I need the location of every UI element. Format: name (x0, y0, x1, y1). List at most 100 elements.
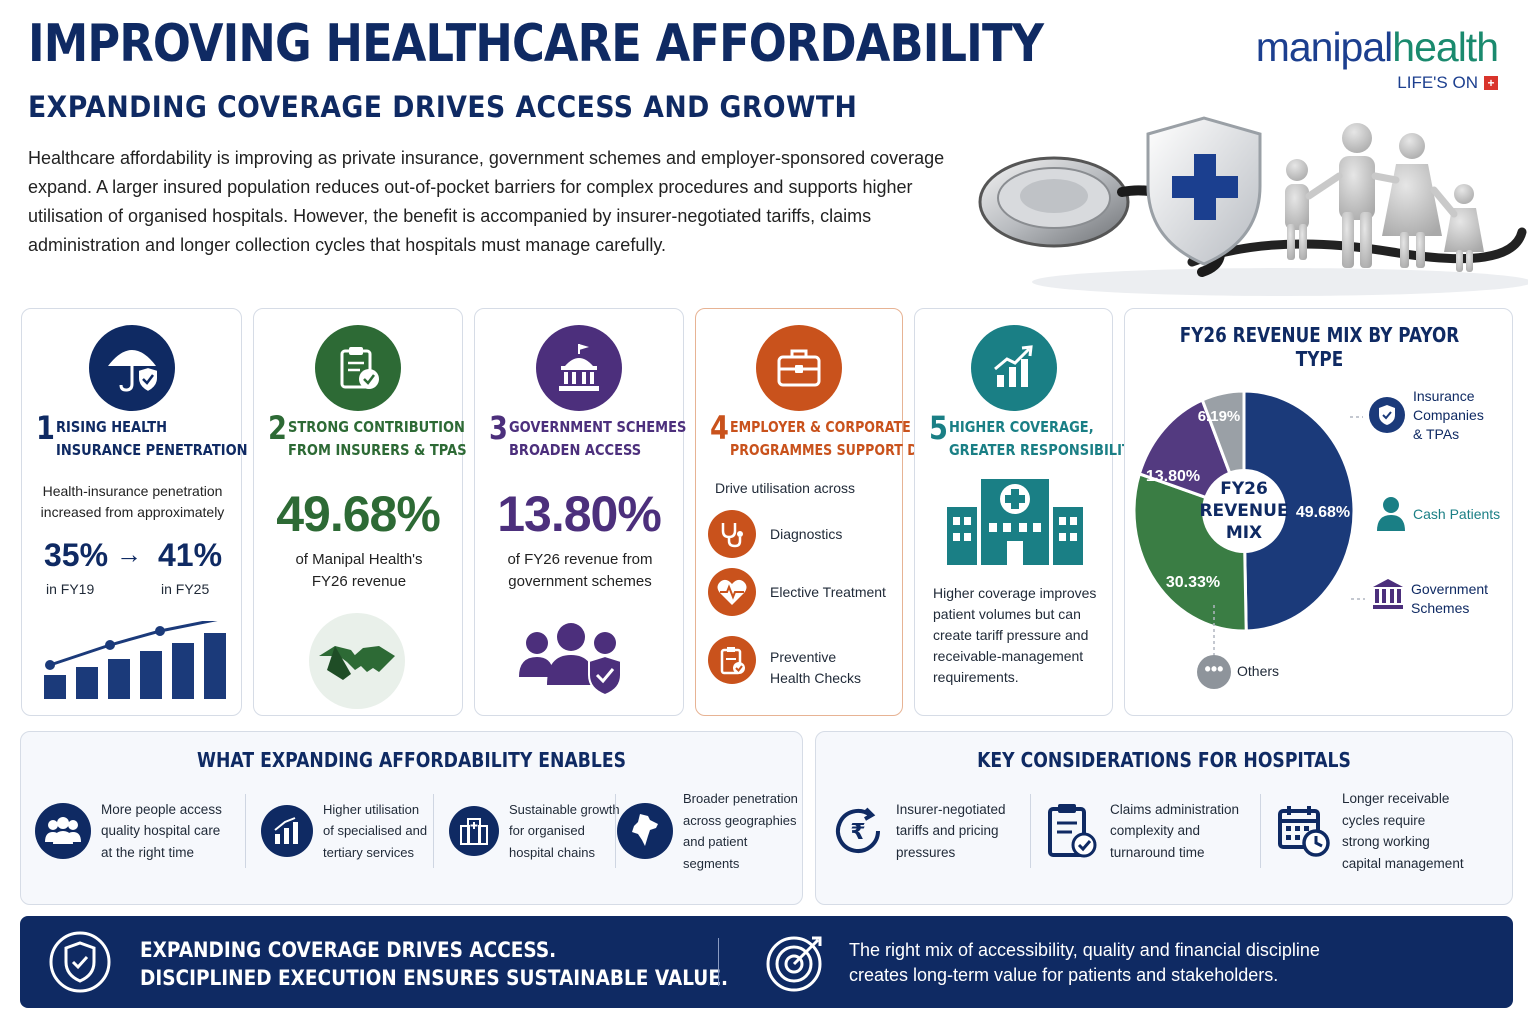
svg-text:₹: ₹ (850, 820, 865, 845)
enables-item-1-line2: quality hospital care (101, 823, 221, 839)
enables-item-1: More people access quality hospital care a… (35, 790, 222, 872)
card-3-big-value: 13.80% (497, 486, 662, 542)
card-3-number: 3 (489, 409, 508, 447)
people-group-icon (35, 803, 91, 859)
checklist-icon (708, 636, 756, 684)
pie-label-cash: 30.33% (1166, 574, 1220, 591)
card-2-text-line2: FY26 revenue (311, 573, 407, 590)
card-2-heading: STRONG CONTRIBUTION FROM INSURERS & TPAS (288, 416, 467, 462)
considerations-item-1: ₹ Insurer-negotiated tariffs and pricing p… (830, 790, 1006, 872)
item-elective-treatment: Elective Treatment (770, 584, 886, 600)
card-2-text: of Manipal Health's FY26 revenue (254, 549, 464, 593)
card-5-text-line5: requirements. (933, 669, 1019, 685)
enables-item-2-line2: of specialised and (323, 823, 428, 839)
card-1-heading-line2: INSURANCE PENETRATION (56, 441, 248, 459)
claims-clipboard-icon (1048, 804, 1097, 858)
considerations-item-3-text: Longer receivable cycles require strong wo… (1342, 788, 1464, 874)
considerations-item-1-text: Insurer-negotiated tariffs and pricing pre… (896, 799, 1006, 864)
card-5-text-line2: patient volumes but can (933, 606, 1081, 622)
pie-center-line1: FY26 (1220, 479, 1268, 499)
revenue-mix-pie-chart: FY26 REVENUE MIX 49.68% 30.33% 13.80% 6.… (1132, 389, 1365, 655)
considerations-item-3: Longer receivable cycles require strong wo… (1276, 790, 1464, 872)
pie-center-line3: MIX (1226, 523, 1262, 543)
growth-chart-icon (970, 325, 1057, 411)
considerations-item-2-line2: complexity and (1110, 823, 1201, 839)
calendar-clock-icon (1278, 806, 1330, 857)
brand-tagline-text: LIFE'S ON (1397, 73, 1478, 92)
rupee-cycle-icon: ₹ (836, 807, 880, 853)
card-insurers-contribution: 2 STRONG CONTRIBUTION FROM INSURERS & TPA… (253, 308, 467, 716)
footer-right-line1: The right mix of accessibility, quality … (849, 940, 1320, 960)
enables-item-3: Sustainable growth for organised hospital … (449, 790, 620, 872)
card-5-number: 5 (929, 409, 948, 447)
card-5-text: Higher coverage improves patient volumes… (933, 583, 1096, 688)
enables-title: WHAT EXPANDING AFFORDABILITY ENABLES (197, 748, 626, 772)
card-3-text-line1: of FY26 revenue from (507, 551, 653, 568)
enables-item-3-line2: for organised (509, 823, 585, 839)
enables-item-2-text: Higher utilisation of specialised and tert… (323, 799, 427, 864)
enables-item-2-line3: tertiary services (323, 844, 415, 860)
legend-government: Government Schemes (1411, 580, 1488, 618)
enables-item-4: Broader penetration across geographies and… (617, 790, 802, 872)
item-preventive-line2: Health Checks (770, 670, 862, 686)
footer-left-line1: EXPANDING COVERAGE DRIVES ACCESS. (140, 938, 557, 962)
rising-bar-chart-icon (44, 621, 226, 699)
considerations-item-3-line3: strong working (1342, 834, 1430, 849)
legend-person-icon (1377, 497, 1405, 531)
enables-item-3-line1: Sustainable growth (509, 801, 620, 817)
to-label: in FY25 (161, 581, 210, 597)
card-2-big-value: 49.68% (276, 486, 441, 542)
legend-others: Others (1237, 663, 1280, 679)
considerations-item-2-line1: Claims administration (1110, 801, 1240, 817)
considerations-item-1-line2: tariffs and pricing (896, 823, 999, 839)
item-preventive-health-checks: Preventive Health Checks (770, 647, 861, 689)
page-subtitle: EXPANDING COVERAGE DRIVES ACCESS AND GRO… (28, 90, 858, 124)
enables-panel: WHAT EXPANDING AFFORDABILITY ENABLES Mor… (20, 731, 803, 905)
chart-title: FY26 REVENUE MIX BY PAYOR TYPE (1179, 323, 1460, 371)
enables-item-2: Higher utilisation of specialised and tert… (261, 790, 427, 872)
brand-tagline: LIFE'S ON + (1256, 73, 1498, 93)
considerations-item-2-text: Claims administration complexity and turna… (1110, 799, 1239, 864)
brand-name-part1: manipal (1255, 24, 1394, 70)
considerations-panel: KEY CONSIDERATIONS FOR HOSPITALS ₹ Insur… (815, 731, 1513, 905)
card-government-schemes: 3 GOVERNMENT SCHEMES BROADEN ACCESS 13.80… (474, 308, 686, 716)
pie-slice-insurance (1242, 389, 1356, 633)
item-diagnostics: Diagnostics (770, 526, 843, 542)
legend-government-icon (1373, 579, 1403, 609)
card-5-text-line3: create tariff pressure and (933, 627, 1089, 643)
from-label: in FY19 (46, 581, 95, 597)
intro-paragraph: Healthcare affordability is improving as… (28, 148, 945, 255)
bar-growth-icon (261, 805, 313, 857)
enables-item-2-line1: Higher utilisation (323, 801, 420, 817)
card-3-heading-line1: GOVERNMENT SCHEMES (509, 418, 687, 436)
legend-shield-icon (1369, 397, 1405, 433)
card-2-heading-line2: FROM INSURERS & TPAS (288, 441, 467, 459)
enables-item-4-line2: across geographies (683, 812, 797, 828)
brand-name-part2: health (1392, 24, 1499, 70)
card-1-text: Health-insurance penetration increased fr… (22, 481, 243, 523)
considerations-item-3-line4: capital management (1342, 855, 1464, 871)
hospital-building-icon (449, 806, 499, 856)
enables-item-3-line3: hospital chains (509, 844, 595, 860)
card-4-lead-text: Drive utilisation across (715, 480, 856, 496)
card-4-heading: EMPLOYER & CORPORATE PROGRAMMES SUPPORT D… (730, 416, 970, 462)
pie-label-government: 13.80% (1146, 468, 1200, 485)
considerations-item-1-line1: Insurer-negotiated (896, 801, 1006, 817)
footer-right-line2: creates long-term value for patients and… (849, 965, 1279, 985)
enables-item-3-text: Sustainable growth for organised hospital … (509, 799, 620, 864)
brand-logo: manipalhealth LIFE'S ON + (1255, 24, 1499, 93)
to-value: 41% (158, 537, 223, 573)
item-preventive-line1: Preventive (770, 649, 837, 665)
india-map-icon (617, 803, 673, 859)
enables-item-1-line1: More people access (101, 801, 222, 817)
card-3-heading: GOVERNMENT SCHEMES BROADEN ACCESS (509, 416, 686, 462)
arrow-right-icon: → (116, 539, 142, 569)
clipboard-check-icon (315, 325, 401, 411)
legend-others-dots-icon: ••• (1197, 655, 1231, 689)
legend-government-line1: Government (1411, 581, 1489, 597)
briefcase-icon (756, 325, 842, 411)
brand-name: manipalhealth (1255, 24, 1499, 71)
people-shield-icon (519, 623, 622, 697)
card-higher-coverage: 5 HIGHER COVERAGE, GREATER RESPONSIBILITY… (914, 308, 1140, 716)
considerations-item-3-line1: Longer receivable (1342, 791, 1450, 806)
